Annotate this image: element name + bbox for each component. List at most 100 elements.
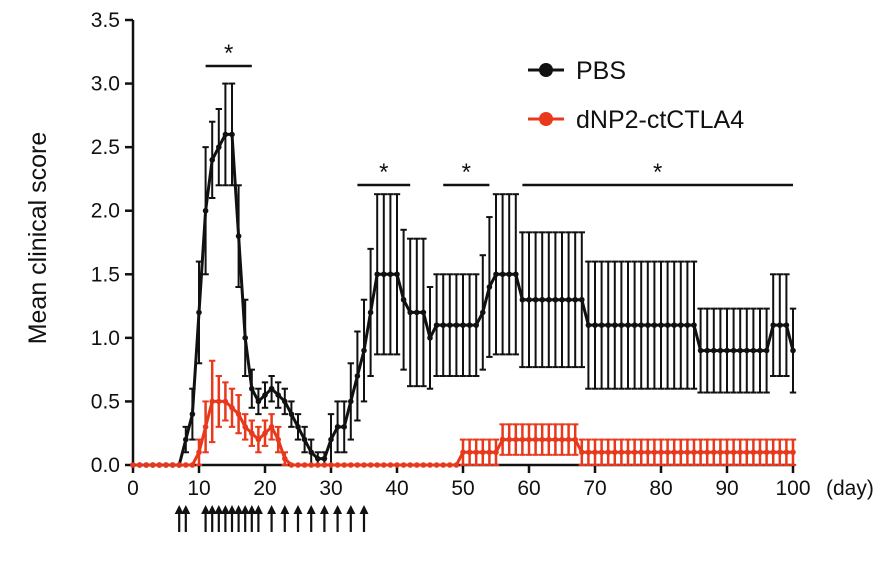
data-point-dnp2 bbox=[658, 449, 664, 456]
data-point-dnp2 bbox=[255, 436, 262, 443]
data-point-pbs bbox=[770, 322, 776, 328]
data-point-pbs bbox=[486, 284, 493, 290]
arrow-head bbox=[247, 505, 257, 514]
injection-arrow bbox=[267, 505, 277, 532]
data-point-dnp2 bbox=[420, 462, 427, 468]
data-point-dnp2 bbox=[783, 449, 790, 456]
data-point-dnp2 bbox=[664, 449, 671, 456]
data-point-pbs bbox=[321, 455, 328, 462]
data-point-dnp2 bbox=[730, 449, 737, 456]
data-point-pbs bbox=[704, 347, 710, 354]
arrow-head bbox=[181, 505, 191, 514]
data-point-dnp2 bbox=[480, 449, 486, 456]
data-point-pbs bbox=[612, 322, 618, 328]
data-point-dnp2 bbox=[546, 436, 552, 443]
data-point-dnp2 bbox=[618, 449, 625, 456]
data-point-dnp2 bbox=[592, 449, 598, 456]
data-point-dnp2 bbox=[559, 436, 565, 443]
data-point-pbs bbox=[473, 322, 480, 328]
data-point-dnp2 bbox=[440, 462, 447, 468]
y-tick-label: 3.0 bbox=[91, 73, 120, 96]
data-point-pbs bbox=[229, 131, 235, 138]
data-point-dnp2 bbox=[150, 462, 156, 468]
data-point-pbs bbox=[394, 271, 400, 278]
arrow-head bbox=[174, 505, 184, 514]
data-point-pbs bbox=[691, 322, 697, 328]
data-point-dnp2 bbox=[770, 449, 776, 456]
x-axis-unit: (day) bbox=[826, 477, 874, 500]
data-point-dnp2 bbox=[671, 449, 677, 456]
data-point-pbs bbox=[618, 322, 625, 328]
data-point-pbs bbox=[664, 322, 671, 328]
data-point-dnp2 bbox=[321, 462, 328, 468]
injection-arrow bbox=[220, 505, 230, 532]
data-point-dnp2 bbox=[744, 449, 750, 456]
y-tick-label: 1.5 bbox=[91, 263, 120, 286]
data-point-dnp2 bbox=[645, 449, 651, 456]
data-point-dnp2 bbox=[711, 449, 717, 456]
data-point-pbs bbox=[222, 131, 229, 138]
data-point-pbs bbox=[196, 309, 202, 316]
arrow-head bbox=[220, 505, 230, 514]
data-point-dnp2 bbox=[136, 462, 143, 468]
data-point-dnp2 bbox=[724, 449, 730, 456]
data-point-dnp2 bbox=[394, 462, 400, 468]
data-point-pbs bbox=[242, 335, 248, 341]
y-tick-label: 0.5 bbox=[91, 390, 120, 413]
significance-star: * bbox=[224, 40, 233, 67]
data-point-pbs bbox=[255, 398, 262, 405]
data-point-dnp2 bbox=[499, 436, 506, 443]
arrow-head bbox=[346, 505, 356, 514]
data-point-dnp2 bbox=[638, 449, 644, 456]
data-point-dnp2 bbox=[202, 424, 209, 430]
axes: 0.0 0.5 1.0 1.5 2.0 2.5 3.0 3.5 0 10 20 30 40 50 60 70 8… bbox=[91, 9, 811, 500]
data-point-dnp2 bbox=[691, 449, 697, 456]
data-point-pbs bbox=[737, 347, 743, 354]
y-axis-label: Mean clinical score bbox=[24, 132, 52, 345]
data-point-dnp2 bbox=[493, 449, 499, 456]
data-point-pbs bbox=[249, 385, 255, 392]
data-point-pbs bbox=[763, 347, 770, 354]
data-point-dnp2 bbox=[130, 462, 136, 468]
arrow-head bbox=[280, 505, 290, 514]
data-point-pbs bbox=[777, 322, 783, 328]
data-point-pbs bbox=[334, 424, 341, 430]
injection-arrow bbox=[346, 505, 356, 532]
significance-star: * bbox=[379, 159, 388, 186]
data-point-pbs bbox=[658, 322, 664, 328]
data-point-pbs bbox=[440, 322, 447, 328]
data-point-pbs bbox=[328, 436, 334, 443]
data-point-pbs bbox=[308, 449, 315, 456]
data-point-dnp2 bbox=[400, 462, 407, 468]
data-point-pbs bbox=[216, 144, 222, 150]
y-tick-label: 3.5 bbox=[91, 9, 120, 32]
arrow-head bbox=[359, 505, 369, 514]
data-point-dnp2 bbox=[697, 449, 704, 456]
data-point-pbs bbox=[605, 322, 611, 328]
data-point-pbs bbox=[367, 309, 374, 316]
significance-bars: * * * * bbox=[205, 40, 793, 187]
data-point-dnp2 bbox=[625, 449, 631, 456]
legend-marker-pbs bbox=[539, 63, 553, 77]
arrow-head bbox=[253, 505, 263, 514]
injection-arrow bbox=[201, 505, 211, 532]
data-point-dnp2 bbox=[565, 436, 572, 443]
data-point-pbs bbox=[183, 436, 189, 443]
arrow-head bbox=[267, 505, 277, 514]
data-point-dnp2 bbox=[447, 462, 453, 468]
data-point-pbs bbox=[354, 373, 361, 379]
injection-arrow bbox=[174, 505, 184, 532]
arrow-head bbox=[240, 505, 250, 514]
data-point-pbs bbox=[711, 347, 717, 354]
x-tick-label: 70 bbox=[583, 477, 606, 500]
x-tick-label: 40 bbox=[385, 477, 408, 500]
injection-arrow bbox=[227, 505, 237, 532]
data-point-pbs bbox=[400, 296, 407, 303]
data-point-pbs bbox=[282, 398, 288, 405]
data-point-pbs bbox=[268, 385, 275, 392]
data-point-pbs bbox=[466, 322, 473, 328]
data-point-pbs bbox=[407, 309, 414, 316]
arrow-head bbox=[333, 505, 343, 514]
x-tick-label: 80 bbox=[649, 477, 672, 500]
injection-arrow bbox=[214, 505, 224, 532]
